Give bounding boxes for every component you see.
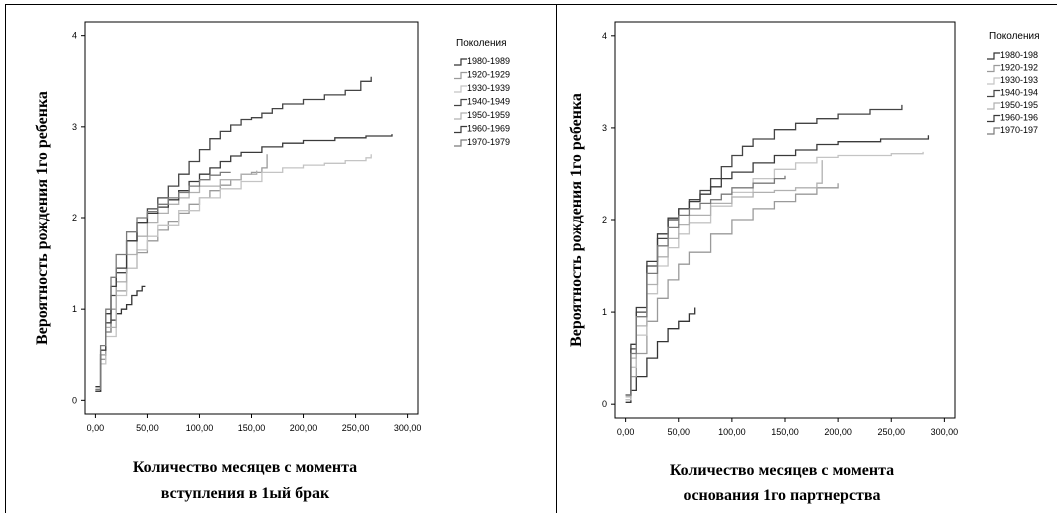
y-tick-label: 2 [602,215,607,225]
y-tick-label: 3 [602,123,607,133]
y-tick-label: 0 [72,395,77,405]
series-line-1940-194 [625,104,903,396]
x-tick-label: 150,00 [238,423,266,433]
series-line-1970-197 [625,175,786,396]
legend-item-label: 1940-194 [1000,88,1038,98]
series-line-1970-1979 [95,171,231,391]
series-line-1950-195 [625,160,823,398]
legend-item-label: 1960-1969 [467,124,510,134]
x-tick-label: 50,00 [667,427,690,437]
series-line-1930-193 [625,151,924,401]
legend-swatch [987,89,1000,98]
x-tick-label: 100,00 [718,427,746,437]
chart-1: 0 1 2 3 4 0,00 50,00 100,00 150,00 200,00 250,00 30… [34,21,510,502]
y-axis-title: Вероятность рождения 1го ребенка [568,93,585,347]
legend-swatch [454,71,467,80]
legend-title: Поколения [989,31,1040,42]
y-axis-title: Вероятность рождения 1го ребенка [34,91,51,345]
legend-swatch [987,52,1000,60]
y-tick-label: 4 [602,31,607,41]
panel-divider [556,4,557,513]
x-tick-label: 0,00 [87,423,105,433]
series-line-1940-1949 [95,76,372,392]
chart-2: 0 1 2 3 4 0,00 50,00 100,00 150,00 200,00 250,00 30… [568,21,1040,504]
x-tick-label: 200,00 [824,427,852,437]
legend-swatch [987,77,1000,85]
x-tick-label: 150,00 [771,427,799,437]
legend-swatch [987,114,1000,123]
legend-item-label: 1980-1989 [467,56,510,66]
legend-item-label: 1960-196 [1000,113,1038,123]
x-tick-label: 50,00 [136,423,159,433]
x-axis-title-line-2: основания 1го партнерства [683,487,880,504]
x-tick-label: 250,00 [877,427,905,437]
legend: Поколения 1980-1989 1920-1929 1930-1939 1940… [454,38,510,147]
series-line-1930-1939 [95,154,372,392]
x-tick-label: 300,00 [931,427,959,437]
x-tick-label: 300,00 [394,423,422,433]
legend-swatch [454,58,467,66]
y-tick-label: 3 [72,122,77,132]
series-line-1950-1959 [95,170,258,391]
legend-item-label: 1930-193 [1000,75,1038,85]
legend-swatch [454,98,467,107]
legend-item-label: 1950-195 [1000,100,1038,110]
y-tick-label: 1 [72,304,77,314]
legend-item-label: 1950-1959 [467,110,510,120]
legend-item-label: 1940-1949 [467,97,510,107]
y-tick-label: 1 [602,307,607,317]
x-tick-label: 100,00 [186,423,214,433]
legend-title: Поколения [456,38,507,49]
legend: Поколения 1980-198 1920-192 1930-193 1940-19… [987,31,1040,135]
series-line-1920-192 [625,183,839,401]
legend-item-label: 1980-198 [1000,50,1038,60]
y-tick-label: 2 [72,213,77,223]
legend-item-label: 1920-1929 [467,70,510,80]
y-tick-label: 4 [72,31,77,41]
x-tick-label: 250,00 [342,423,370,433]
legend-swatch [454,139,467,147]
series-line-1960-1969 [95,134,393,392]
legend-swatch [454,85,467,93]
plot-area-border [614,21,956,419]
x-tick-label: 0,00 [617,427,635,437]
legend-swatch [454,125,467,134]
frame-top-border [5,4,1057,5]
x-tick-label: 200,00 [290,423,318,433]
legend-item-label: 1920-192 [1000,63,1038,73]
legend-swatch [987,127,1000,135]
series-line-1980-1989 [95,285,146,388]
legend-item-label: 1970-197 [1000,125,1038,135]
x-axis-title-line-1: Количество месяцев с момента [670,462,894,479]
legend-swatch [454,112,467,120]
legend-swatch [987,64,1000,73]
legend-item-label: 1930-1939 [467,83,510,93]
frame-left-border [5,4,6,513]
series-line-1960-196 [625,135,930,396]
x-axis-title-line-2: вступления в 1ый брак [161,485,330,502]
legend-item-label: 1970-1979 [467,137,510,147]
x-axis-title-line-1: Количество месяцев с момента [133,459,357,476]
series-line-1980-198 [625,307,696,403]
legend-swatch [987,102,1000,110]
y-tick-label: 0 [602,399,607,409]
